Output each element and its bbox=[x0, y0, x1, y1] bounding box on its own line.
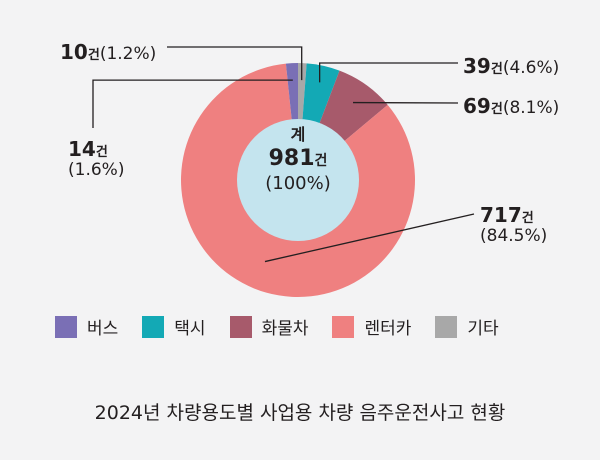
slice-value: 717 bbox=[480, 203, 522, 227]
slice-unit: 건 bbox=[87, 48, 100, 63]
slice-pct: (8.1%) bbox=[502, 98, 560, 118]
legend-label: 렌터카 bbox=[364, 319, 412, 339]
leader-line bbox=[319, 62, 458, 83]
slice-label-gita: 10건(1.2%) bbox=[60, 41, 156, 65]
slice-pct: (84.5%) bbox=[480, 226, 548, 246]
slice-value: 69 bbox=[463, 94, 491, 118]
slice-unit: 건 bbox=[490, 102, 503, 117]
legend-swatch bbox=[229, 315, 252, 338]
slice-label-bus: 14건 (1.6%) bbox=[68, 138, 124, 181]
legend-swatch bbox=[435, 315, 458, 338]
total-label: 계 981건 (100%) bbox=[238, 125, 358, 195]
legend-item-rentcar: 렌터카 bbox=[332, 314, 411, 339]
legend-item-gita: 기타 bbox=[435, 314, 499, 339]
total-unit: 건 bbox=[314, 153, 328, 169]
legend-label: 화물차 bbox=[261, 319, 309, 339]
slice-label-rentcar: 717건 (84.5%) bbox=[480, 204, 547, 247]
legend: 버스 택시 화물차 렌터카 기타 bbox=[55, 314, 575, 339]
slice-pct: (4.6%) bbox=[502, 58, 560, 78]
leader-line bbox=[264, 213, 475, 263]
legend-item-bus: 버스 bbox=[55, 314, 118, 339]
slice-unit: 건 bbox=[521, 211, 534, 226]
legend-swatch bbox=[142, 315, 165, 338]
legend-swatch bbox=[55, 315, 77, 338]
total-value: 981 bbox=[268, 146, 315, 171]
slice-label-truck: 69건(8.1%) bbox=[463, 95, 559, 119]
legend-item-truck: 화물차 bbox=[229, 314, 309, 339]
legend-label: 택시 bbox=[174, 319, 206, 339]
slice-pct: (1.2%) bbox=[99, 44, 157, 64]
slice-value: 39 bbox=[463, 54, 491, 78]
chart-title: 2024년 차량용도별 사업용 차량 음주운전사고 현황 bbox=[94, 402, 506, 424]
legend-swatch bbox=[332, 315, 355, 338]
total-caption: 계 bbox=[290, 125, 306, 144]
slice-unit: 건 bbox=[95, 145, 108, 160]
legend-label: 기타 bbox=[467, 319, 499, 339]
donut-center bbox=[237, 119, 359, 241]
slice-value: 14 bbox=[68, 137, 96, 161]
total-pct: (100%) bbox=[265, 172, 331, 194]
legend-item-taxi: 택시 bbox=[142, 314, 206, 339]
slice-unit: 건 bbox=[490, 62, 503, 77]
leader-line bbox=[92, 79, 293, 128]
leader-line bbox=[167, 46, 303, 81]
legend-label: 버스 bbox=[87, 319, 119, 339]
slice-pct: (1.6%) bbox=[68, 160, 125, 180]
slice-value: 10 bbox=[60, 40, 88, 64]
slice-label-taxi: 39건(4.6%) bbox=[463, 55, 559, 79]
